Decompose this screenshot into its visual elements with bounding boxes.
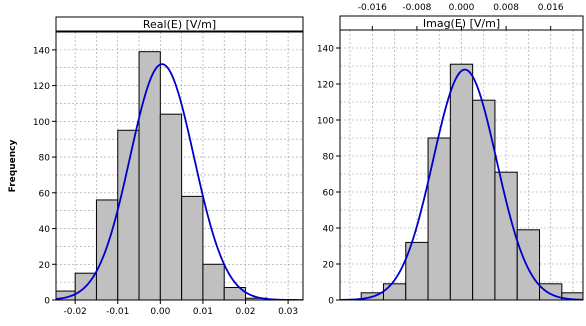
x-tick-label: -0.008 [402, 3, 431, 13]
y-tick-label: 100 [317, 117, 334, 127]
y-tick-label: 60 [39, 189, 51, 199]
histogram-bars [56, 51, 268, 300]
x-tick-label: 0.008 [493, 3, 519, 13]
y-tick-label: 60 [323, 189, 335, 199]
y-tick-label: 0 [44, 297, 50, 307]
y-axis-label: Frequency [8, 140, 18, 193]
density-curve [56, 63, 303, 300]
x-tick-label: 0.02 [235, 307, 255, 317]
y-tick-label: 140 [33, 46, 50, 56]
x-tick-label: 0.00 [150, 307, 170, 317]
histogram-bar [382, 283, 407, 300]
histogram-bar [516, 229, 541, 300]
panel-real: Real(E) [V/m] 0 20 40 60 80 100 120 140 -0.02 -0.… [33, 16, 304, 317]
x-tick-label: -0.02 [64, 307, 87, 317]
x-tick-label: 0.01 [193, 307, 213, 317]
y-tick-label: 20 [39, 261, 51, 271]
plot-frame [55, 31, 304, 301]
x-tick-label: 0.03 [278, 307, 298, 317]
y-tick-label: 0 [328, 297, 334, 307]
histogram-bar [138, 51, 161, 300]
histogram-bar [159, 113, 183, 300]
x-tick-label: -0.01 [106, 307, 129, 317]
histogram-bar [117, 129, 140, 300]
x-tick-label: 0.016 [538, 3, 564, 13]
y-tick-label: 140 [317, 45, 334, 55]
histogram-bar [427, 137, 451, 300]
histogram-bar [95, 199, 119, 300]
y-tick-label: 120 [33, 82, 50, 92]
histogram-bar [202, 263, 225, 300]
y-tick-label: 20 [323, 261, 335, 271]
histogram-bar [494, 171, 518, 300]
histogram-bar [223, 286, 247, 300]
histogram-bars [360, 63, 583, 300]
y-tick-label: 80 [39, 154, 51, 164]
y-tick-label: 40 [39, 225, 51, 235]
y-tick-label: 100 [33, 118, 50, 128]
histogram-bar [449, 63, 474, 300]
panel-title-box [55, 16, 304, 32]
panel-title-real: Real(E) [V/m] [143, 18, 216, 31]
histogram-bar [472, 99, 496, 300]
y-tick-label: 120 [317, 81, 334, 91]
panel-title-imag: Imag(E) [V/m] [423, 17, 500, 30]
x-tick-label: -0.016 [358, 3, 387, 13]
panel-imag: Imag(E) [V/m] 0 20 40 60 80 100 120 140 -0.016 -0… [317, 3, 584, 307]
y-tick-label: 80 [323, 153, 335, 163]
y-tick-label: 40 [323, 225, 335, 235]
density-curve [340, 68, 583, 300]
x-tick-label: 0.000 [449, 3, 475, 13]
histogram-bar [181, 195, 204, 300]
